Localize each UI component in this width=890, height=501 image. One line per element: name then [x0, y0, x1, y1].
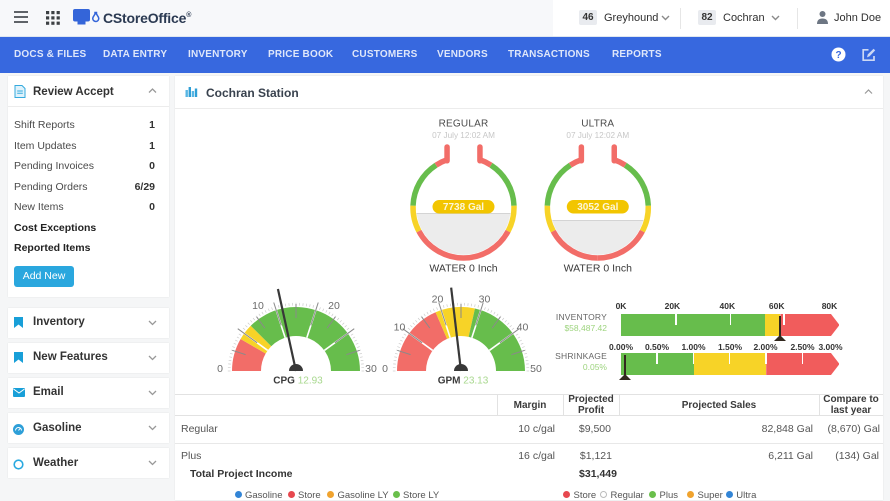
svg-text:?: ? — [835, 50, 841, 61]
